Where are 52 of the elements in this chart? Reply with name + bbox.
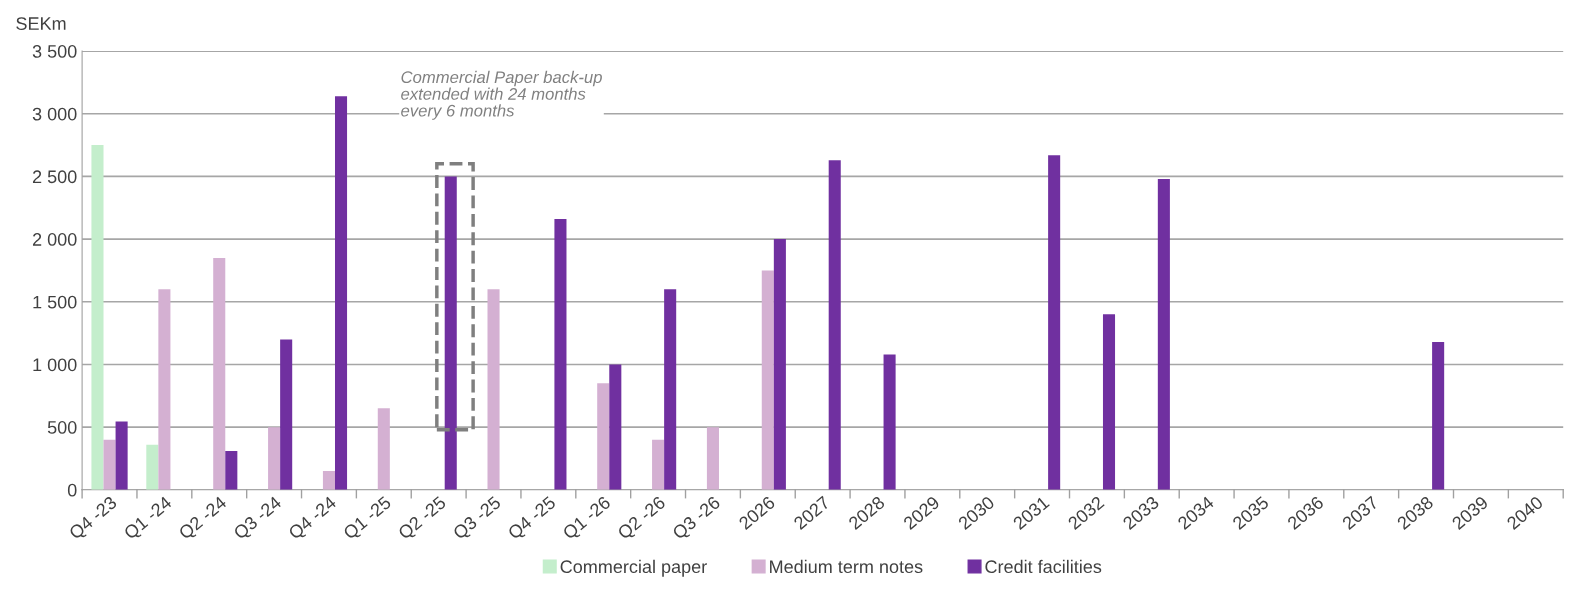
x-tick-label: Q2 -25	[397, 495, 449, 543]
bar	[334, 96, 348, 490]
bar	[761, 270, 774, 490]
bar	[706, 427, 719, 490]
bar	[103, 439, 116, 490]
y-tick-label: 2 000	[32, 233, 77, 246]
bar	[280, 339, 293, 490]
bar	[554, 219, 567, 490]
bar	[597, 383, 610, 490]
y-tick-label: 2 500	[32, 170, 77, 184]
bar	[225, 450, 238, 490]
bar	[1102, 314, 1116, 490]
bar	[91, 145, 104, 490]
bar	[1048, 155, 1061, 490]
bar	[377, 408, 390, 490]
bar	[652, 439, 665, 490]
legend-label: Medium term notes	[770, 559, 923, 574]
x-tick-label: Q3 -26	[671, 495, 723, 543]
bar	[664, 289, 677, 490]
y-axis-title: SEKm	[16, 17, 66, 30]
x-tick-label: Q2 -24	[177, 495, 230, 543]
bar	[158, 289, 171, 490]
bar	[773, 239, 786, 490]
legend-label: Commercial paper	[560, 559, 707, 577]
x-tick-label: Q1 -24	[123, 495, 175, 543]
bar	[609, 364, 622, 490]
x-tick-label: Q2 -26	[616, 495, 669, 543]
x-tick-label: Q4 -25	[507, 495, 559, 543]
x-tick-label: Q1 -26	[561, 495, 614, 543]
y-tick-label: 3 000	[32, 107, 77, 121]
bar	[444, 176, 457, 490]
y-tick-label: 1 000	[33, 358, 77, 372]
bar	[487, 289, 500, 490]
bar	[1157, 178, 1170, 490]
x-tick-label: Q3 -25	[452, 495, 504, 543]
y-tick-label: 1 500	[33, 295, 77, 309]
bar	[883, 354, 896, 490]
x-tick-label: Q3 -24	[232, 495, 285, 543]
x-tick-label: Q1 -25	[342, 495, 394, 543]
y-tick-label: 3 500	[32, 45, 77, 58]
annotation: Commercial Paper back-up extended with 24 months every 6 months	[401, 70, 602, 120]
bar	[322, 471, 335, 490]
y-tick-label: 500	[47, 421, 77, 434]
bar	[1432, 341, 1445, 490]
x-tick-label: Q4 -24	[287, 495, 340, 543]
bar	[268, 427, 281, 490]
legend-label: Credit facilities	[985, 559, 1102, 574]
bar	[115, 421, 128, 490]
bar	[146, 444, 159, 490]
bar	[828, 160, 841, 490]
bar	[213, 257, 226, 490]
y-tick-label: 0	[67, 483, 77, 497]
